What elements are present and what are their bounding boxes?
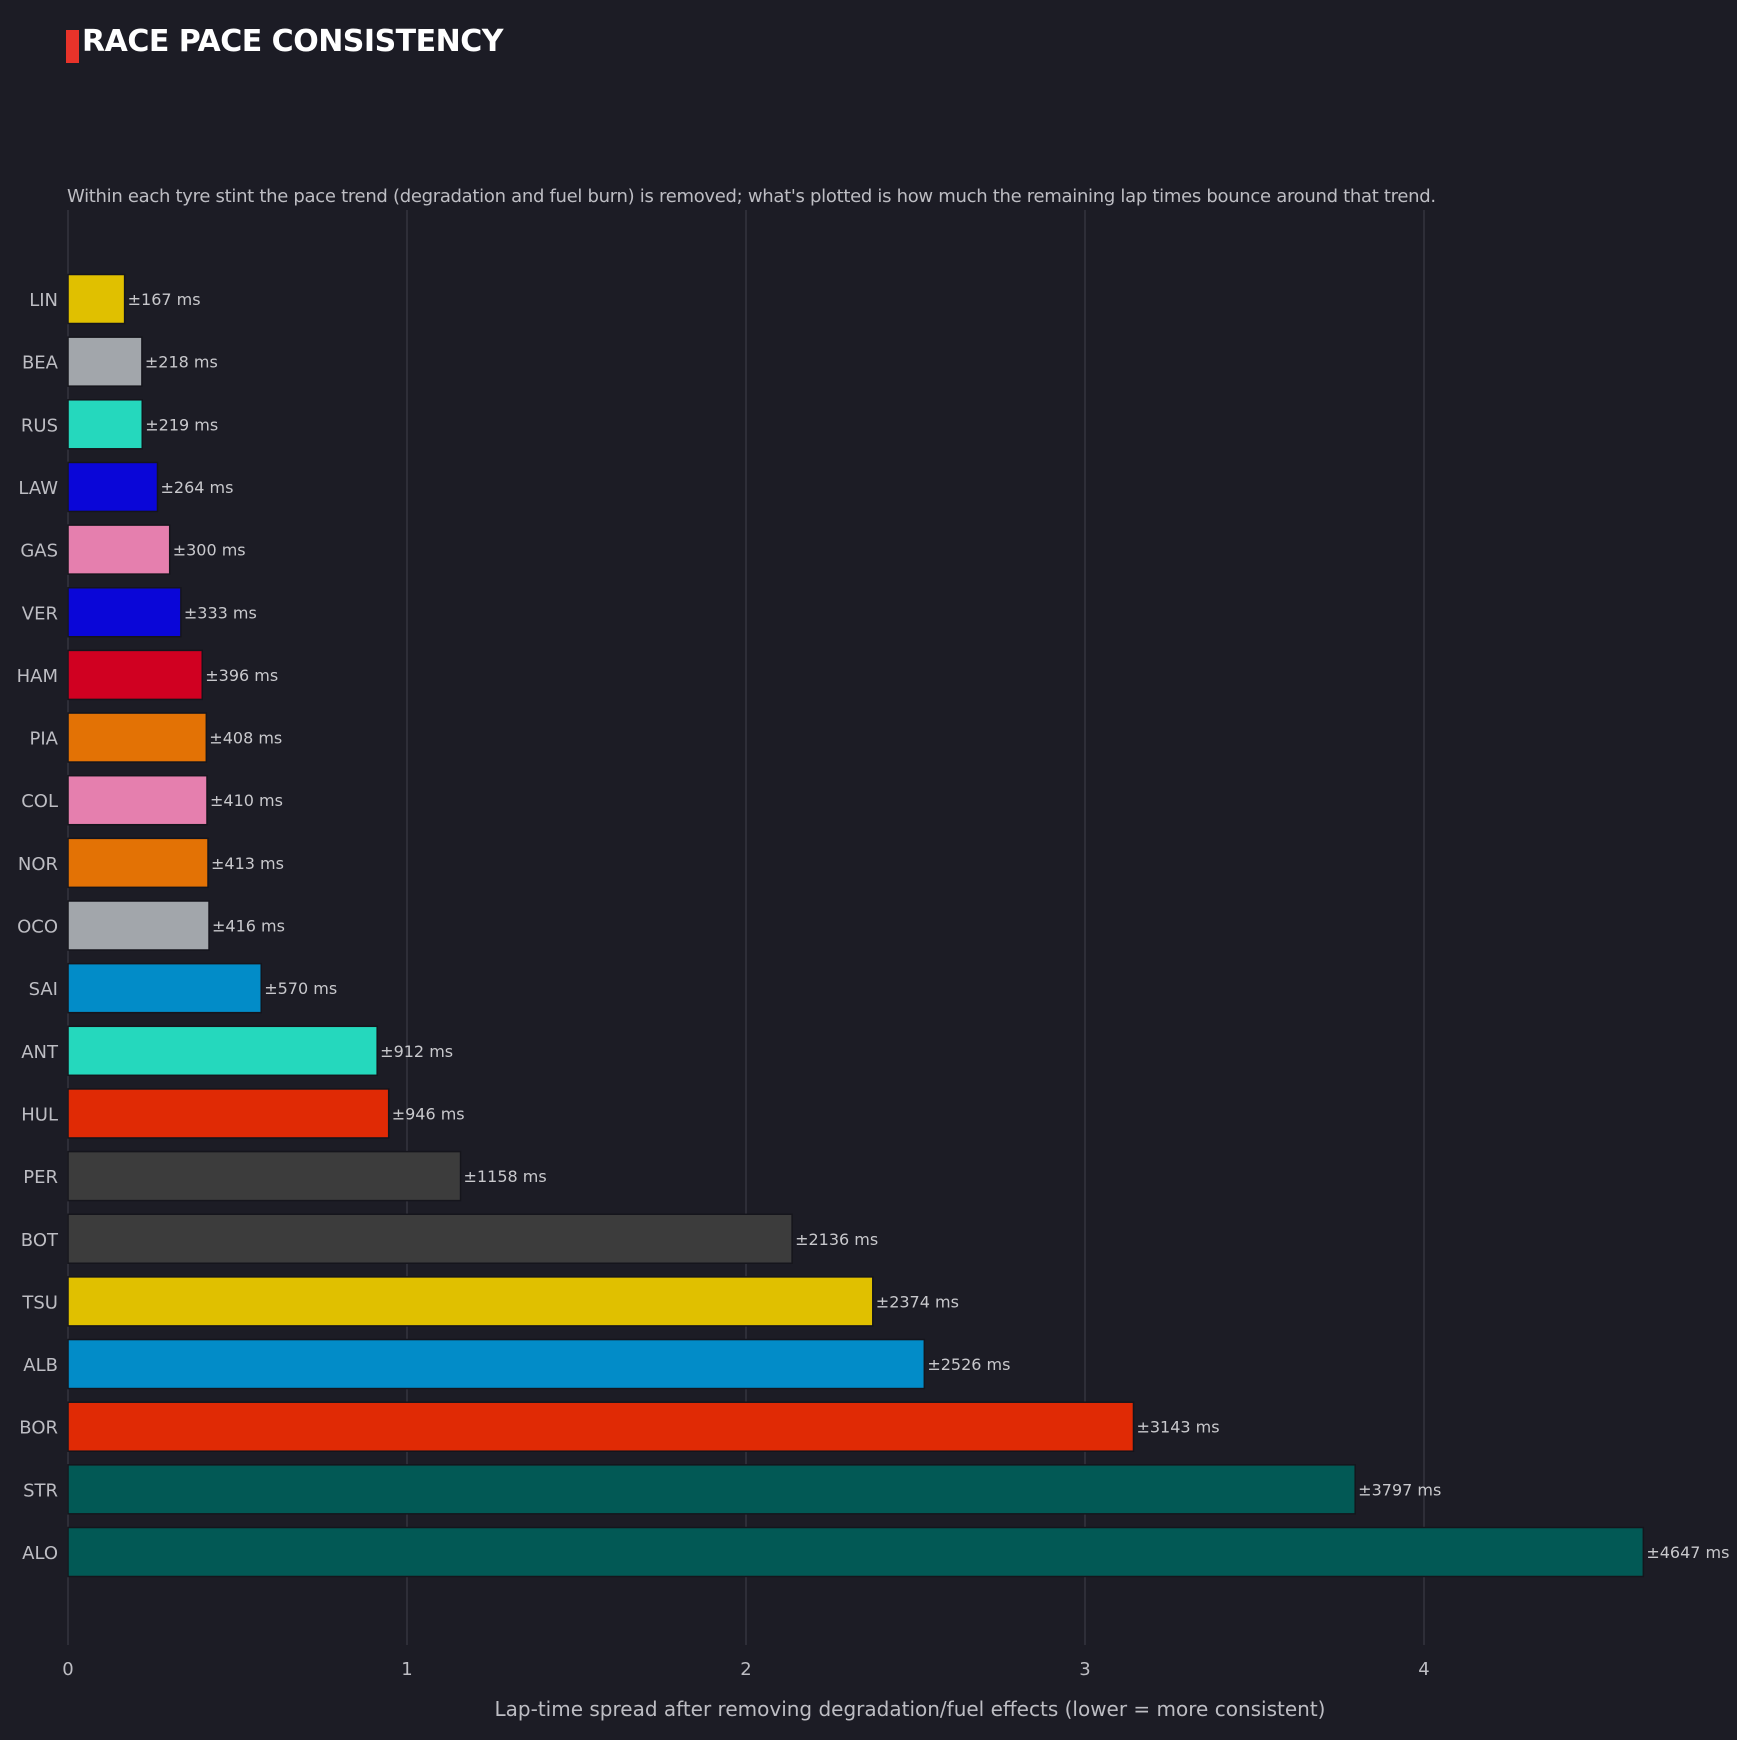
value-label-law: ±264 ms: [160, 478, 233, 497]
value-label-alb: ±2526 ms: [927, 1355, 1010, 1374]
y-category-bea: BEA: [22, 353, 59, 374]
y-category-col: COL: [21, 791, 58, 812]
title-block: RACE PACE CONSISTENCY: [66, 20, 503, 63]
value-label-ant: ±912 ms: [380, 1042, 453, 1061]
bars: [67, 273, 1645, 1578]
bar-gas: [67, 524, 171, 575]
bar-ant: [67, 1025, 378, 1077]
x-axis-ticks: 0 1 2 3 4: [62, 1659, 1429, 1680]
bar-bea: [67, 336, 143, 387]
bar-ham: [67, 649, 203, 701]
value-label-tsu: ±2374 ms: [876, 1292, 959, 1311]
bar-sai: [67, 962, 262, 1014]
value-label-col: ±410 ms: [210, 791, 283, 810]
y-category-gas: GAS: [20, 541, 58, 562]
y-category-pia: PIA: [30, 729, 59, 750]
bar-alb: [67, 1338, 926, 1390]
bar-alo: [67, 1526, 1645, 1578]
title-accent-bar: [66, 30, 79, 63]
value-label-bot: ±2136 ms: [795, 1230, 878, 1249]
value-labels: ±167 ms ±218 ms ±219 ms ±264 ms ±300 ms ±333 …: [128, 290, 1730, 1562]
value-label-pia: ±408 ms: [209, 729, 282, 748]
value-label-rus: ±219 ms: [145, 415, 218, 434]
x-tick-label: 3: [1079, 1659, 1090, 1680]
value-label-sai: ±570 ms: [264, 979, 337, 998]
y-category-hul: HUL: [21, 1104, 58, 1125]
y-category-ant: ANT: [21, 1042, 59, 1063]
y-category-ver: VER: [22, 603, 58, 624]
y-category-tsu: TSU: [21, 1292, 58, 1313]
bar-str: [67, 1464, 1356, 1515]
value-label-oco: ±416 ms: [212, 917, 285, 936]
value-label-lin: ±167 ms: [128, 290, 201, 309]
x-tick-label: 2: [740, 1659, 751, 1680]
value-label-hul: ±946 ms: [392, 1104, 465, 1123]
value-label-alo: ±4647 ms: [1646, 1543, 1729, 1562]
y-category-str: STR: [23, 1480, 58, 1501]
bar-nor: [67, 837, 209, 889]
bar-ver: [67, 587, 182, 638]
bar-col: [67, 774, 208, 826]
y-axis-categories: LIN BEA RUS LAW GAS VER HAM PIA COL NOR OCO SAI ANT H…: [17, 290, 59, 1564]
y-category-bot: BOT: [21, 1230, 59, 1251]
bar-bot: [67, 1213, 793, 1264]
bar-tsu: [67, 1276, 874, 1327]
y-category-rus: RUS: [21, 415, 58, 436]
y-category-per: PER: [23, 1167, 58, 1188]
value-label-bea: ±218 ms: [145, 353, 218, 372]
y-category-ham: HAM: [17, 666, 58, 687]
y-category-alb: ALB: [23, 1355, 58, 1376]
bar-rus: [67, 399, 143, 450]
value-label-bor: ±3143 ms: [1136, 1418, 1219, 1437]
x-tick-label: 0: [62, 1659, 73, 1680]
y-category-nor: NOR: [18, 854, 58, 875]
value-label-per: ±1158 ms: [464, 1167, 547, 1186]
bar-bor: [67, 1401, 1135, 1452]
bar-pia: [67, 712, 208, 763]
value-label-str: ±3797 ms: [1358, 1480, 1441, 1499]
value-label-ham: ±396 ms: [205, 666, 278, 685]
y-category-lin: LIN: [29, 290, 58, 311]
x-tick-label: 4: [1418, 1659, 1429, 1680]
bar-law: [67, 461, 159, 513]
value-label-ver: ±333 ms: [184, 603, 257, 622]
y-category-alo: ALO: [22, 1543, 58, 1564]
bar-hul: [67, 1088, 390, 1139]
chart-subtitle: Within each tyre stint the pace trend (d…: [67, 186, 1436, 207]
bar-per: [67, 1150, 462, 1202]
y-category-oco: OCO: [17, 917, 58, 938]
bar-lin: [67, 273, 126, 325]
value-label-nor: ±413 ms: [211, 854, 284, 873]
x-tick-label: 1: [401, 1659, 412, 1680]
bar-oco: [67, 900, 210, 951]
y-category-bor: BOR: [19, 1418, 58, 1439]
y-category-sai: SAI: [29, 979, 58, 1000]
x-axis-label: Lap-time spread after removing degradati…: [495, 1697, 1326, 1721]
chart-title: RACE PACE CONSISTENCY: [82, 24, 503, 59]
y-category-law: LAW: [18, 478, 58, 499]
value-label-gas: ±300 ms: [173, 541, 246, 560]
